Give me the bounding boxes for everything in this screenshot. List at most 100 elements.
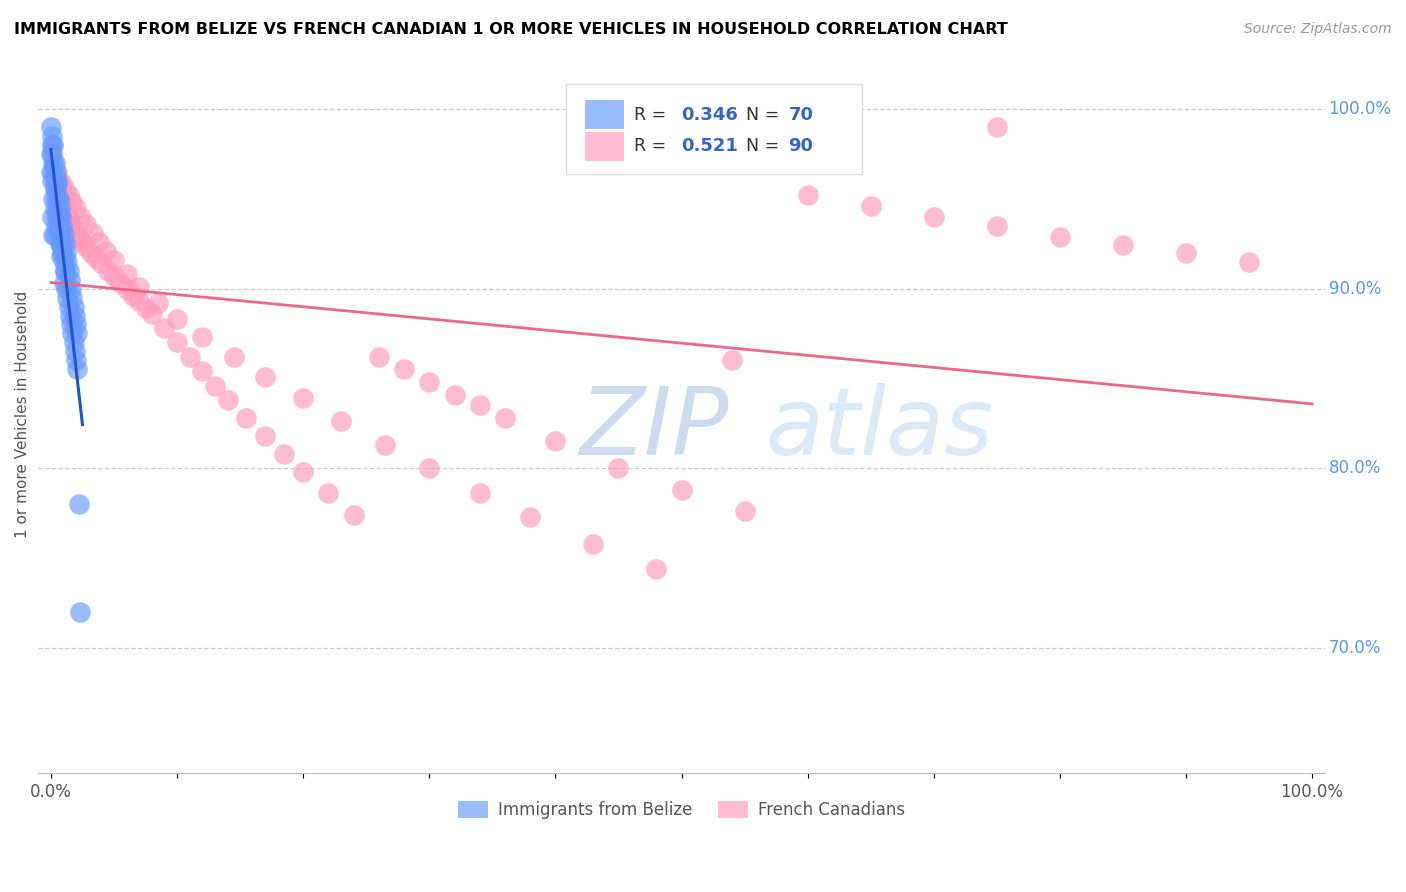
Point [468,486,491,500]
Point [44,156,66,170]
Point [49,210,72,224]
Point [58,188,80,202]
Text: ZIP: ZIP [579,384,728,475]
Point [60,220,83,235]
Point [1237,254,1260,268]
Point [44,178,66,192]
Text: R =: R = [634,106,672,124]
Point [97,263,120,277]
Point [75,240,97,254]
Point [494,410,516,425]
Text: 0.346: 0.346 [682,106,738,124]
Point [42,227,65,242]
Text: IMMIGRANTS FROM BELIZE VS FRENCH CANADIAN 1 OR MORE VEHICLES IN HOUSEHOLD CORREL: IMMIGRANTS FROM BELIZE VS FRENCH CANADIA… [14,22,1008,37]
Point [65,227,87,242]
Point [49,192,72,206]
Point [49,174,72,188]
Point [66,326,89,341]
Point [56,254,79,268]
Point [62,224,84,238]
Point [46,174,69,188]
Point [468,398,491,412]
Text: R =: R = [634,137,672,155]
Point [60,291,83,305]
Point [56,291,79,305]
Point [49,249,72,263]
Point [42,156,65,170]
Point [343,508,366,522]
Point [42,137,65,152]
FancyBboxPatch shape [585,132,624,161]
Point [39,147,62,161]
Point [66,362,89,376]
Point [41,174,63,188]
Point [1049,229,1071,244]
Point [58,263,80,277]
Point [645,562,668,576]
Point [374,438,396,452]
Point [52,227,75,242]
Text: 90: 90 [789,137,813,155]
Point [217,392,239,407]
Point [222,350,245,364]
Point [48,192,70,206]
Point [51,236,73,251]
Point [52,199,75,213]
Point [128,294,150,309]
Point [53,236,76,251]
Point [128,280,150,294]
Point [110,276,132,290]
Point [859,199,882,213]
Point [72,235,94,249]
Point [87,235,110,249]
Point [204,378,226,392]
Point [56,210,79,224]
Point [58,213,80,227]
Text: 0.521: 0.521 [682,137,738,155]
Point [80,245,103,260]
Point [330,414,353,428]
Point [292,391,315,405]
Point [41,128,63,143]
Point [52,276,75,290]
Point [49,224,72,238]
Point [51,245,73,260]
Point [292,465,315,479]
Point [44,201,66,215]
Point [60,282,83,296]
Point [60,326,83,341]
Point [55,245,77,260]
FancyBboxPatch shape [565,84,862,174]
FancyBboxPatch shape [585,101,624,129]
Point [392,362,415,376]
Point [46,174,69,188]
Point [986,219,1008,233]
Point [53,202,76,217]
Text: 70: 70 [789,106,813,124]
Text: 100.0%: 100.0% [1329,100,1392,118]
Point [67,231,90,245]
Point [235,410,257,425]
Point [53,263,76,277]
Point [146,296,169,310]
Point [166,335,188,350]
Text: N =: N = [745,106,785,124]
Point [273,447,295,461]
Text: 70.0%: 70.0% [1329,639,1381,657]
Point [51,195,73,210]
Point [39,165,62,179]
Point [115,282,138,296]
Point [59,217,82,231]
Point [44,183,66,197]
Point [49,236,72,251]
Point [179,350,201,364]
Point [62,300,84,314]
Point [166,312,188,326]
Point [53,263,76,277]
Point [86,251,108,265]
Point [63,344,86,359]
Point [59,272,82,286]
Point [65,201,87,215]
Point [48,183,70,197]
Text: 80.0%: 80.0% [1329,459,1381,477]
